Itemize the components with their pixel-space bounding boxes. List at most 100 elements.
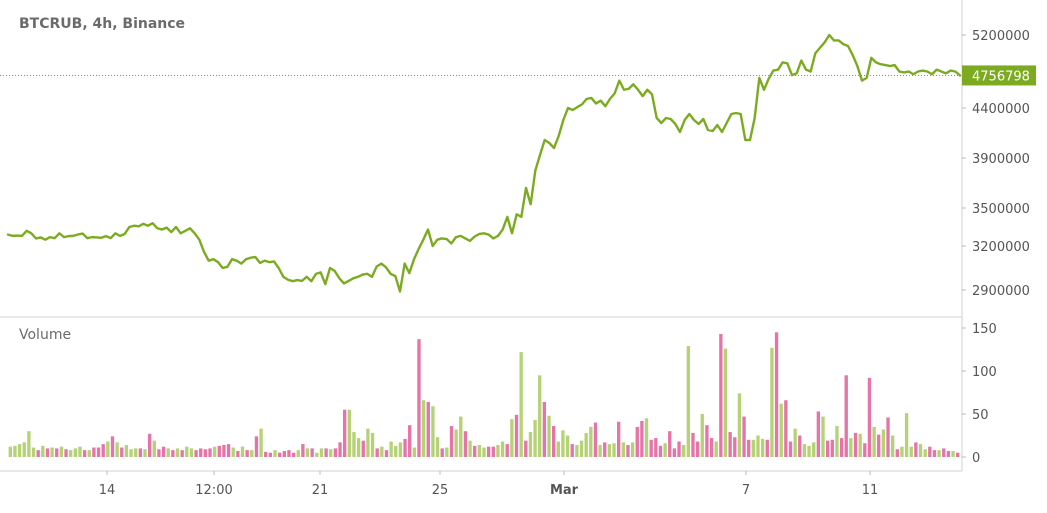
volume-bar: [807, 445, 811, 457]
volume-bar: [635, 426, 639, 457]
volume-bar: [677, 441, 681, 457]
volume-bar: [222, 444, 226, 457]
volume-bar: [31, 447, 36, 457]
volume-bar: [347, 409, 351, 457]
volume-bar: [524, 440, 528, 457]
volume-bar: [259, 428, 263, 457]
volume-bar: [287, 450, 291, 457]
volume-bar: [440, 448, 444, 457]
volume-bar: [319, 448, 324, 457]
time-tick-label: 12:00: [195, 483, 232, 498]
time-tick-label: 21: [312, 483, 329, 498]
volume-bar: [375, 448, 379, 457]
volume-bar: [426, 401, 430, 457]
volume-bar: [370, 432, 375, 457]
volume-bar: [50, 447, 54, 457]
price-tick-label: 5200000: [972, 29, 1030, 44]
volume-bar: [412, 447, 417, 457]
volume-bar: [853, 432, 858, 457]
volume-bar: [96, 447, 101, 457]
volume-bar: [254, 436, 259, 457]
volume-bar: [890, 435, 895, 457]
volume-bar: [514, 414, 519, 457]
volume-bar: [914, 442, 918, 457]
volume-bar: [886, 417, 890, 457]
volume-bar: [333, 448, 338, 457]
volume-bar: [770, 347, 774, 457]
volume-bar: [932, 450, 937, 457]
volume-bar: [510, 419, 514, 457]
volume-bar: [166, 448, 170, 457]
volume-bar: [695, 441, 700, 457]
volume-bar: [802, 444, 807, 457]
volume-bar: [621, 442, 625, 457]
volume-bar: [13, 445, 17, 457]
volume-bar: [551, 426, 556, 457]
volume-bar: [598, 444, 602, 457]
volume-bar: [203, 449, 208, 457]
volume-bar: [956, 452, 960, 457]
volume-bar: [737, 393, 742, 457]
volume-bar: [946, 450, 951, 457]
time-tick-label: 25: [432, 483, 449, 498]
volume-bar: [315, 452, 319, 457]
volume-bar: [844, 375, 848, 457]
volume-bar: [278, 452, 282, 457]
volume-bar: [482, 447, 486, 457]
volume-bar: [421, 400, 426, 457]
volume-bar: [45, 448, 50, 457]
volume-bar: [143, 449, 147, 457]
volume-bar: [199, 448, 203, 457]
volume-bar: [668, 431, 672, 457]
volume-bar: [403, 438, 407, 457]
volume-bar: [816, 411, 821, 457]
volume-bar: [491, 446, 495, 457]
volume-bar: [733, 437, 737, 457]
volume-bar: [217, 445, 221, 457]
volume-bar: [496, 444, 500, 457]
volume-bar: [858, 433, 862, 457]
volume-pane-label: Volume: [19, 327, 72, 343]
volume-bar: [435, 437, 440, 457]
volume-bar: [245, 450, 249, 457]
volume-bar: [180, 450, 184, 457]
volume-bar: [951, 450, 955, 457]
volume-bar: [649, 439, 653, 457]
volume-bar: [59, 446, 64, 457]
volume-bar: [264, 451, 268, 457]
volume-bar: [904, 413, 909, 457]
price-tick-label: 3900000: [972, 152, 1030, 167]
volume-bar: [923, 449, 927, 457]
volume-bar: [691, 432, 695, 457]
volume-bar: [468, 440, 472, 457]
volume-bar: [296, 450, 300, 457]
volume-bar: [64, 449, 68, 457]
volume-bar: [486, 446, 491, 457]
volume-bar: [617, 421, 621, 457]
volume-bar: [630, 442, 635, 457]
volume-bar: [556, 441, 560, 457]
volume-bar: [417, 339, 421, 457]
volume-bar: [719, 334, 723, 457]
volume-bar: [477, 444, 482, 457]
volume-bar: [779, 403, 783, 457]
volume-tick-label: 150: [972, 322, 997, 337]
volume-bar: [918, 444, 923, 457]
volume-bar: [36, 450, 40, 457]
volume-bar: [705, 425, 709, 457]
volume-bar: [282, 450, 286, 457]
volume-bar: [928, 446, 932, 457]
price-tick-label: 2900000: [972, 284, 1030, 299]
volume-bar: [73, 448, 77, 457]
volume-bar: [798, 435, 802, 457]
volume-bar: [408, 425, 412, 457]
volume-bar: [236, 450, 240, 457]
volume-bar: [728, 432, 732, 457]
last-price-label: 4756798: [972, 69, 1030, 84]
volume-bar: [612, 443, 616, 457]
volume-bar: [27, 431, 31, 457]
volume-bar: [867, 377, 872, 457]
volume-bar: [812, 442, 816, 457]
volume-bar: [69, 450, 73, 457]
volume-bar: [788, 441, 793, 457]
